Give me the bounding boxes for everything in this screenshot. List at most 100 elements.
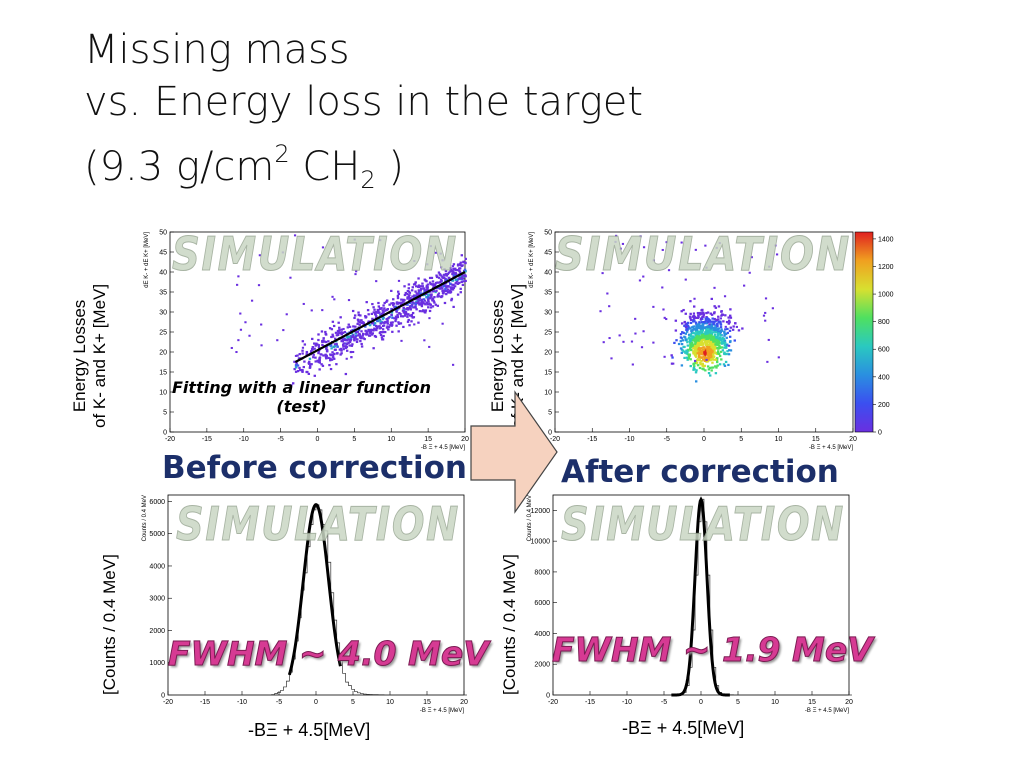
scatter-bin <box>714 306 718 309</box>
scatter-bin <box>735 325 738 328</box>
scatter-bin <box>440 295 444 298</box>
scatter-bin <box>693 353 696 356</box>
scatter-bin <box>463 268 467 271</box>
scatter-bin <box>711 337 714 340</box>
scatter-bin <box>723 331 726 335</box>
scatter-bin <box>377 318 380 321</box>
scatter-bin <box>442 292 445 295</box>
scatter-bin <box>714 343 717 346</box>
scatter-bin <box>428 281 432 284</box>
y-tick-label: 40 <box>544 270 552 277</box>
scatter-bin <box>318 368 321 371</box>
scatter-bin <box>354 336 357 339</box>
scatter-bin <box>717 337 720 340</box>
scatter-bin <box>700 347 703 350</box>
scatter-bin <box>622 340 625 343</box>
scatter-bin <box>439 252 442 255</box>
scatter-bin <box>696 343 699 346</box>
scatter-bin <box>701 322 704 325</box>
scatter-bin <box>381 317 385 321</box>
scatter-bin <box>365 301 368 304</box>
scatter-bin <box>354 325 357 328</box>
scatter-bin <box>701 337 704 340</box>
chart-bottom-right: -20 -15 -10 -5 0 5 10 15 20 0 2000 4000 6000 8000 1000… <box>527 494 853 714</box>
scatter-bin <box>692 314 695 318</box>
x-tick-label: 5 <box>351 699 355 706</box>
scatter-bin <box>724 328 727 331</box>
scatter-bin <box>452 272 455 275</box>
scatter-bin <box>681 339 685 342</box>
scatter-bin <box>367 334 371 337</box>
scatter-bin <box>424 303 427 306</box>
scatter-bin <box>771 307 774 310</box>
scatter-bin <box>723 346 726 349</box>
scatter-bin <box>386 321 389 324</box>
x-tick-label: 15 <box>423 699 431 706</box>
scatter-bin <box>688 327 692 330</box>
scatter-bin <box>360 321 364 325</box>
scatter-bin <box>301 349 304 352</box>
scatter-bin <box>750 256 753 259</box>
scatter-bin <box>702 346 705 349</box>
scatter-bin <box>731 328 735 331</box>
scatter-bin <box>714 365 717 368</box>
scatter-bin <box>362 322 365 326</box>
scatter-bin <box>372 329 375 332</box>
scatter-bin <box>724 332 728 336</box>
scatter-bin <box>408 314 412 317</box>
scatter-bin <box>406 296 410 299</box>
scatter-bin <box>309 364 312 367</box>
plot-frame <box>169 231 466 433</box>
scatter-bin <box>377 301 380 305</box>
scatter-bin <box>425 284 429 287</box>
scatter-bin <box>702 336 706 339</box>
x-tick-label: -10 <box>624 436 634 443</box>
scatter-bin <box>710 366 713 369</box>
scatter-bin <box>381 331 384 334</box>
scatter-bin <box>619 247 622 250</box>
scatter-bin <box>460 254 464 257</box>
scatter-bin <box>732 325 735 328</box>
scatter-bin <box>705 347 708 350</box>
scatter-bin <box>698 321 701 325</box>
plot-frame <box>552 494 850 696</box>
scatter-bin <box>394 305 397 308</box>
scatter-bin <box>429 245 432 248</box>
scatter-bin <box>342 327 345 330</box>
x-tick-label: -10 <box>622 699 632 706</box>
scatter-bin <box>372 311 376 314</box>
scatter-bin <box>428 309 432 313</box>
scatter-bin <box>322 354 325 357</box>
scatter-bin <box>699 328 703 332</box>
scatter-bin <box>443 301 447 305</box>
scatter-bin <box>417 300 420 303</box>
fit-line <box>294 271 466 363</box>
scatter-bin <box>684 312 687 315</box>
simulation-watermark: SIMULATION <box>555 227 851 281</box>
scatter-bin <box>418 296 422 299</box>
scatter-bin <box>689 358 692 361</box>
scatter-bin <box>444 285 448 288</box>
scatter-bin <box>710 350 714 353</box>
simulation-watermark: SIMULATION <box>561 497 845 551</box>
scatter-bin <box>350 332 354 335</box>
scatter-bin <box>332 345 335 349</box>
scatter-bin <box>698 358 702 361</box>
fwhm-before-label: FWHM ~ 4.0 MeV <box>168 634 490 674</box>
scatter-bin <box>332 356 335 359</box>
scatter-bin <box>410 315 413 318</box>
scatter-bin <box>723 344 727 347</box>
scatter-bin <box>704 317 707 320</box>
scatter-bin <box>721 342 724 345</box>
scatter-bin <box>285 313 288 316</box>
scatter-bin <box>696 334 699 338</box>
scatter-bin <box>322 337 325 340</box>
scatter-bin <box>282 329 285 332</box>
scatter-bin <box>401 315 405 318</box>
scatter-bin <box>680 310 683 313</box>
scatter-bin <box>382 304 385 307</box>
scatter-bin <box>293 234 297 237</box>
y-tick-label: 8000 <box>534 569 550 576</box>
scatter-bin <box>464 270 467 273</box>
scatter-bin <box>741 327 744 330</box>
